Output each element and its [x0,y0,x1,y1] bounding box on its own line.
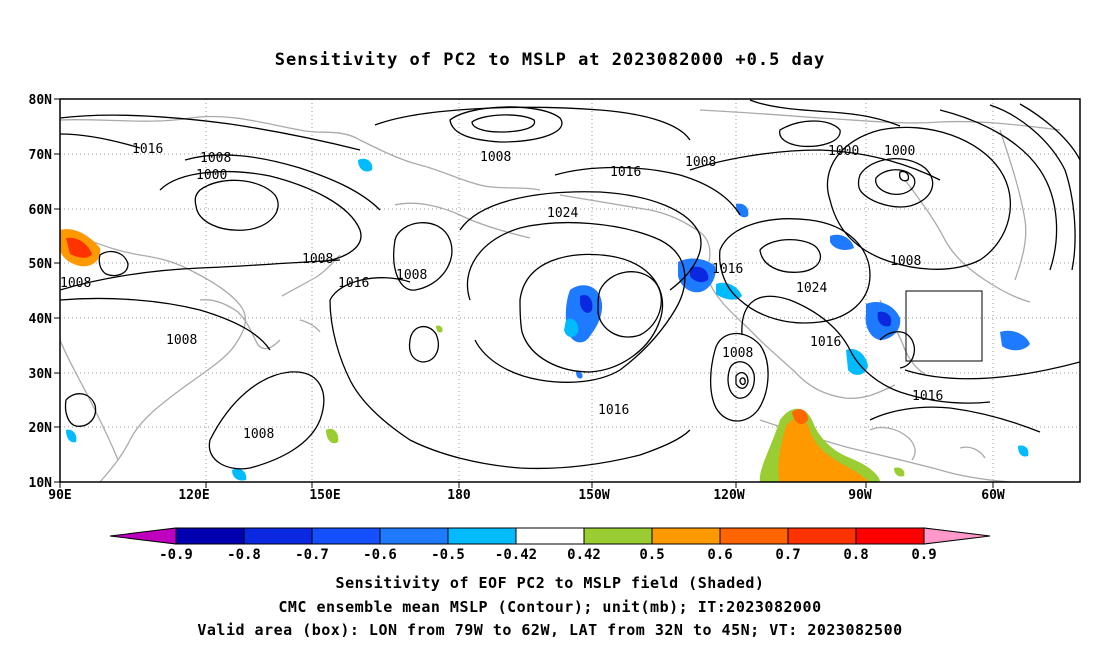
colorbar-label: -0.42 [495,547,537,563]
lon-label: 150W [578,488,609,503]
lat-label: 30N [29,367,53,382]
lon-axis: 90E 120E 150E 180 150W 120W 90W 60W [48,482,1005,503]
contour-label: 1008 [302,252,333,267]
contour-label: 1000 [828,144,859,159]
lat-label: 20N [29,421,53,436]
colorbar-arrow-low [109,527,177,545]
lon-label: 90W [848,488,872,503]
sensitivity-shading [60,158,1030,482]
contour-label: 1024 [796,281,827,296]
caption-line-2: CMC ensemble mean MSLP (Contour); unit(m… [278,598,822,616]
contour-label: 1008 [396,268,427,283]
contour-label: 1008 [243,427,274,442]
colorbar-swatch [719,527,789,545]
lon-label: 180 [447,488,471,503]
colorbar-label: 0.9 [911,547,936,563]
lat-axis: 80N 70N 60N 50N 40N 30N 20N 10N [29,93,60,491]
contour-label: 1016 [912,389,943,404]
contour-label: 1024 [547,206,578,221]
contour-label: 1016 [338,276,369,291]
colorbar-swatch [311,527,381,545]
contour-label: 1016 [132,142,163,157]
lon-label: 150E [309,488,340,503]
map-border [59,98,1081,483]
lon-label: 60W [981,488,1005,503]
colorbar-label: 0.42 [567,547,601,563]
colorbar-swatch [583,527,653,545]
lon-label: 120E [178,488,209,503]
lat-label: 10N [29,476,53,491]
lat-label: 50N [29,257,53,272]
lat-label: 80N [29,93,53,108]
contour-label: 1016 [810,335,841,350]
contour-label: 1008 [890,254,921,269]
colorbar-swatch [651,527,721,545]
colorbar-swatch [787,527,857,545]
contour-label: 1016 [598,403,629,418]
colorbar-swatch [447,527,517,545]
colorbar-label: -0.7 [295,547,329,563]
colorbar-label: -0.5 [431,547,465,563]
mslp-contours [60,99,1080,470]
contour-label: 1008 [60,276,91,291]
contour-label: 1008 [200,151,231,166]
colorbar-swatch [243,527,313,545]
contour-label: 1008 [480,150,511,165]
colorbar-label: 0.8 [843,547,868,563]
lat-label: 60N [29,203,53,218]
colorbar-arrow-high [923,527,991,545]
contour-label: 1008 [722,346,753,361]
colorbar-label: -0.6 [363,547,397,563]
contour-label: 1016 [712,262,743,277]
colorbar-swatch [379,527,449,545]
lon-label: 120W [713,488,744,503]
colorbar-swatch [515,527,585,545]
colorbar-label: -0.9 [159,547,193,563]
contour-label: 1000 [884,144,915,159]
contour-label: 1016 [610,165,641,180]
caption-line-3: Valid area (box): LON from 79W to 62W, L… [197,621,903,639]
contour-label: 1000 [196,168,227,183]
lon-label: 90E [48,488,71,503]
colorbar-swatch [175,527,245,545]
colorbar: -0.9 -0.8 -0.7 -0.6 -0.5 -0.42 0.42 0.5 0.6 0.7 0.… [109,527,991,563]
caption-line-1: Sensitivity of EOF PC2 to MSLP field (Sh… [335,574,765,592]
valid-area-box [905,290,983,362]
contour-label: 1008 [685,155,716,170]
colorbar-label: 0.6 [707,547,732,563]
lat-label: 70N [29,148,53,163]
map-title: Sensitivity of PC2 to MSLP at 2023082000… [274,50,826,70]
colorbar-label: 0.5 [639,547,664,563]
colorbar-swatch [855,527,925,545]
contour-labels: 1016 1008 1000 1008 1024 1016 1008 1000 … [60,142,943,442]
colorbar-label: -0.8 [227,547,261,563]
contour-label: 1008 [166,333,197,348]
lat-label: 40N [29,312,53,327]
colorbar-label: 0.7 [775,547,800,563]
